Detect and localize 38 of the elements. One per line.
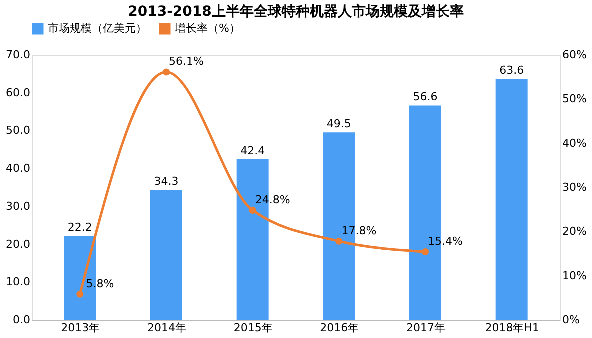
y-tick-label: 30.0: [6, 200, 30, 213]
y2-tick-label: 60%: [562, 48, 587, 62]
y2-tick-label: 40%: [562, 136, 587, 150]
y2-tick-label: 30%: [562, 181, 587, 194]
y-tick-label: 20.0: [6, 238, 30, 251]
data-label: 49.5: [326, 118, 352, 131]
point: [76, 290, 84, 298]
data-label: 63.6: [500, 64, 524, 78]
x-tick-label: 2016年: [320, 322, 360, 334]
legend-label: 增长率（%）: [174, 22, 240, 35]
data-label: 42.4: [240, 144, 266, 158]
point: [336, 238, 343, 245]
x-tick-label: 2013年: [61, 322, 100, 334]
bar: [150, 190, 182, 320]
point: [422, 248, 430, 256]
legend-label: 市场规模（亿美元）: [48, 22, 147, 35]
y-tick-label: 10.0: [6, 276, 30, 289]
point: [249, 206, 256, 214]
y2-tick-label: 0%: [562, 314, 580, 326]
x-tick-label: 2014年: [148, 322, 186, 334]
y-tick-label: 60.0: [6, 86, 30, 100]
y2-tick-label: 10%: [562, 269, 587, 282]
point: [162, 68, 170, 76]
chart-title: 2013-2018上半年全球特种机器人市场规模及增长率: [128, 3, 464, 20]
x-tick-label: 2018年H1: [485, 322, 540, 334]
data-label: 56.6: [413, 90, 438, 104]
x-tick-label: 2017年: [406, 322, 446, 334]
y2-tick-label: 50%: [562, 92, 587, 106]
y-tick-label: 70.0: [6, 48, 30, 62]
bar: [496, 79, 528, 320]
y-tick-label: 40.0: [6, 162, 30, 176]
x-tick-label: 2015年: [234, 322, 273, 334]
y2-tick-label: 20%: [562, 225, 587, 238]
y-tick-label: 50.0: [6, 124, 30, 138]
data-label: 56.1%: [169, 55, 204, 68]
y-tick-label: 0.0: [13, 314, 30, 326]
data-label: 22.2: [68, 220, 92, 234]
data-label: 34.3: [154, 175, 179, 188]
